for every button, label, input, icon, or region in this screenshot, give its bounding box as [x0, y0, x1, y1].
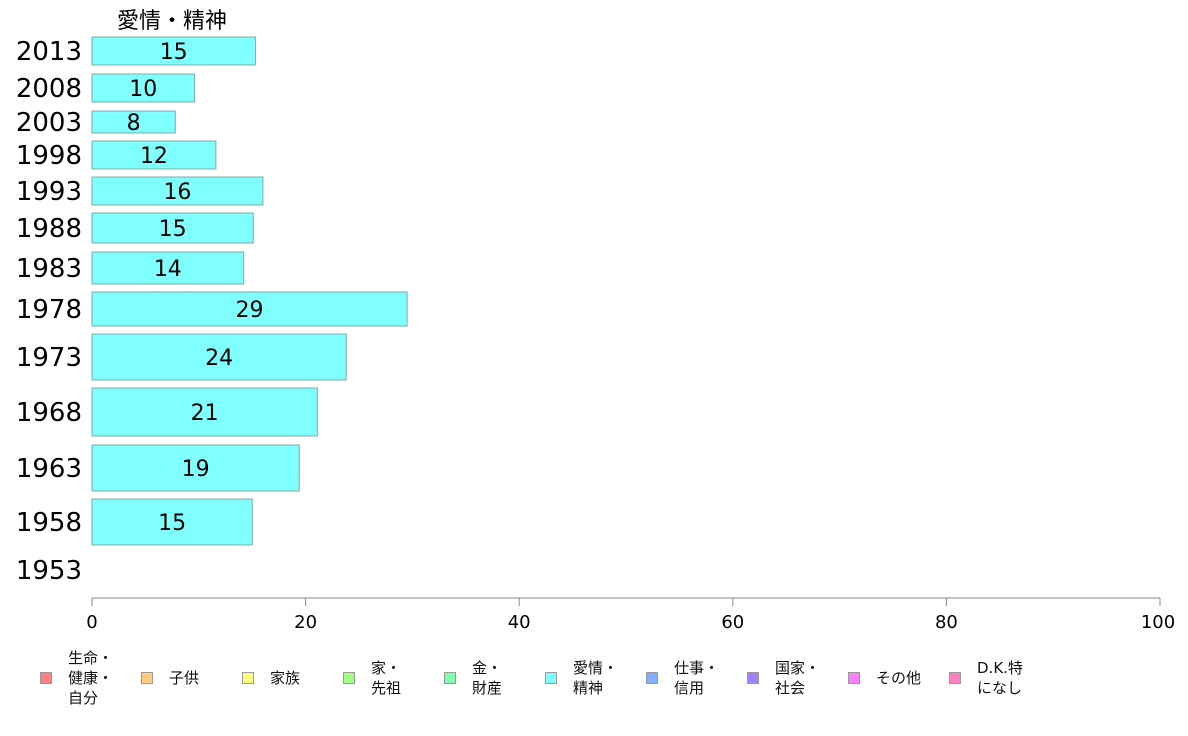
legend-label: 家族: [270, 669, 301, 687]
x-tick-label: 100: [1141, 612, 1175, 633]
bar: [91, 498, 253, 546]
category-label: 1968: [16, 398, 82, 428]
data-label: 15: [160, 40, 188, 65]
category-label: 1958: [16, 508, 82, 538]
category-label: 1973: [16, 343, 82, 373]
legend-item: 家・ 先祖: [343, 658, 401, 698]
legend-item: 愛情・ 精神: [545, 658, 618, 698]
legend-swatch: [40, 672, 52, 684]
legend-label: 金・ 財産: [472, 659, 503, 697]
bar: [91, 251, 245, 285]
legend-label: 家・ 先祖: [371, 659, 402, 697]
data-label: 24: [205, 346, 233, 371]
data-label: 16: [163, 180, 191, 205]
x-tick-label: 0: [86, 612, 97, 633]
category-label: 1993: [16, 177, 82, 207]
bar: [91, 333, 347, 381]
legend-item: 金・ 財産: [444, 658, 502, 698]
data-label: 8: [127, 111, 141, 136]
legend-swatch: [141, 672, 153, 684]
x-tick-label: 40: [508, 612, 531, 633]
bar-chart: 愛情・精神 2013 15 2008 10 2003 8 1998 12 1993 16 1988 1…: [16, 9, 1175, 633]
data-label: 15: [158, 511, 186, 536]
bar: [91, 444, 300, 492]
legend-item: 生命・ 健康・ 自分: [40, 648, 113, 708]
legend-swatch: [747, 672, 759, 684]
bar: [91, 36, 256, 66]
category-label: 2008: [16, 74, 82, 104]
data-label: 10: [129, 77, 157, 102]
legend-label: 仕事・ 信用: [674, 659, 720, 697]
legend-swatch: [343, 672, 355, 684]
legend-item: 家族: [242, 668, 300, 688]
series-title: 愛情・精神: [117, 9, 227, 34]
legend-label: 国家・ 社会: [775, 659, 821, 697]
legend-label: D.K.特 になし: [977, 659, 1023, 697]
category-label: 1963: [16, 454, 82, 484]
legend-label: その他: [876, 669, 922, 687]
category-label: 1978: [16, 295, 82, 325]
legend-item: 子供: [141, 668, 199, 688]
legend-item: 仕事・ 信用: [646, 658, 719, 698]
legend-swatch: [444, 672, 456, 684]
legend-item: 国家・ 社会: [747, 658, 820, 698]
data-label: 21: [191, 401, 219, 426]
legend-label: 愛情・ 精神: [573, 659, 619, 697]
legend-label: 子供: [169, 669, 200, 687]
bar: [91, 176, 264, 206]
legend-swatch: [545, 672, 557, 684]
legend-swatch: [242, 672, 254, 684]
x-tick-label: 20: [294, 612, 317, 633]
data-label: 12: [140, 144, 168, 169]
bar: [91, 140, 217, 170]
bar: [91, 110, 176, 134]
legend: 生命・ 健康・ 自分 子供 家族 家・ 先祖 金・ 財産 愛情・ 精神 仕事・ 信用 国家・ …: [0, 648, 1188, 718]
x-tick-label: 60: [721, 612, 744, 633]
legend-swatch: [949, 672, 961, 684]
category-label: 1953: [16, 556, 82, 586]
category-label: 1983: [16, 254, 82, 284]
category-label: 1988: [16, 214, 82, 244]
data-label: 19: [182, 457, 210, 482]
legend-item: D.K.特 になし: [949, 658, 1023, 698]
category-label: 2013: [16, 37, 82, 67]
bar: [91, 212, 254, 244]
bar: [91, 291, 408, 327]
data-label: 29: [236, 298, 264, 323]
x-tick-label: 80: [935, 612, 958, 633]
legend-swatch: [848, 672, 860, 684]
legend-item: その他: [848, 668, 921, 688]
data-label: 14: [154, 257, 182, 282]
legend-label: 生命・ 健康・ 自分: [68, 649, 114, 707]
category-label: 1998: [16, 141, 82, 171]
data-label: 15: [159, 217, 187, 242]
category-label: 2003: [16, 108, 82, 138]
legend-swatch: [646, 672, 658, 684]
bar: [91, 387, 318, 437]
bar: [91, 73, 196, 103]
